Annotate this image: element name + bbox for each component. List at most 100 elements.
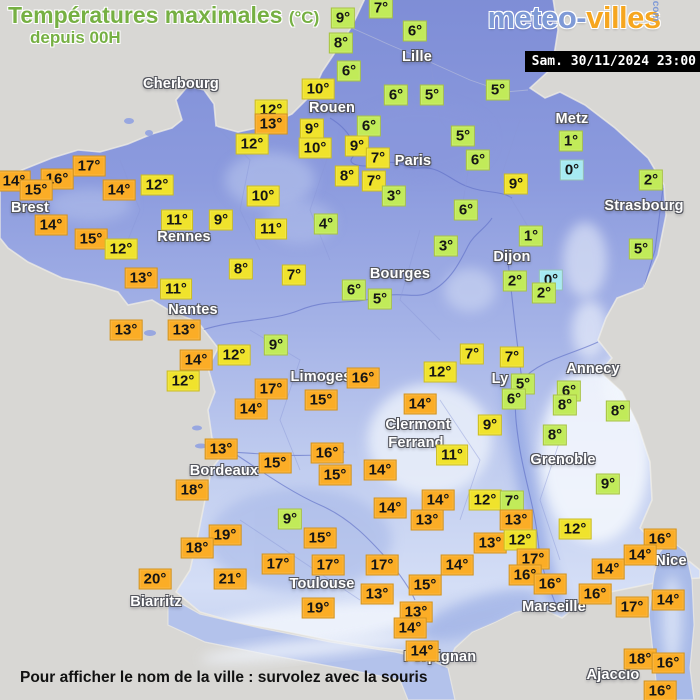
temp-label[interactable]: 7° <box>368 0 394 19</box>
temp-label[interactable]: 14° <box>623 544 657 566</box>
temp-label[interactable]: 12° <box>235 133 269 155</box>
temp-label[interactable]: 6° <box>402 20 428 42</box>
temp-label[interactable]: 6° <box>453 199 479 221</box>
temp-label[interactable]: 12° <box>140 174 174 196</box>
temp-label[interactable]: 15° <box>318 464 352 486</box>
temp-label[interactable]: 1° <box>518 225 544 247</box>
temp-label[interactable]: 16° <box>643 528 677 550</box>
temp-label[interactable]: 9° <box>503 173 529 195</box>
temp-label[interactable]: 9° <box>263 334 289 356</box>
temp-label[interactable]: 15° <box>408 574 442 596</box>
temp-label[interactable]: 7° <box>361 170 387 192</box>
temp-label[interactable]: 8° <box>334 165 360 187</box>
temp-label[interactable]: 20° <box>138 568 172 590</box>
temp-label[interactable]: 14° <box>421 489 455 511</box>
temp-label[interactable]: 13° <box>399 601 433 623</box>
temp-label[interactable]: 6° <box>341 279 367 301</box>
temp-label[interactable]: 14° <box>363 459 397 481</box>
temp-label[interactable]: 2° <box>502 270 528 292</box>
temp-label[interactable]: 14° <box>34 214 68 236</box>
temp-label[interactable]: 5° <box>367 288 393 310</box>
temp-label[interactable]: 10° <box>298 137 332 159</box>
temp-label[interactable]: 9° <box>330 7 356 29</box>
temp-label[interactable]: 13° <box>254 113 288 135</box>
temp-label[interactable]: 18° <box>175 479 209 501</box>
temp-label[interactable]: 17° <box>615 596 649 618</box>
temp-label[interactable]: 1° <box>558 130 584 152</box>
temp-label[interactable]: 12° <box>217 344 251 366</box>
temp-label[interactable]: 14° <box>393 617 427 639</box>
temp-label[interactable]: 13° <box>499 509 533 531</box>
temp-label[interactable]: 16° <box>643 680 677 700</box>
temp-label[interactable]: 12° <box>503 529 537 551</box>
temp-label[interactable]: 14° <box>373 497 407 519</box>
temp-label[interactable]: 10° <box>246 185 280 207</box>
temp-label[interactable]: 14° <box>102 179 136 201</box>
temp-label[interactable]: 5° <box>419 84 445 106</box>
temp-label[interactable]: 8° <box>228 258 254 280</box>
temp-label[interactable]: 14° <box>234 398 268 420</box>
temp-label[interactable]: 14° <box>591 558 625 580</box>
temp-label[interactable]: 7° <box>499 490 525 512</box>
temp-label[interactable]: 2° <box>531 282 557 304</box>
temp-label[interactable]: 14° <box>651 589 685 611</box>
temp-label[interactable]: 11° <box>161 209 193 231</box>
temp-label[interactable]: 13° <box>167 319 201 341</box>
temp-label[interactable]: 21° <box>213 568 247 590</box>
temp-label[interactable]: 11° <box>436 444 468 466</box>
temp-label[interactable]: 3° <box>381 185 407 207</box>
temp-label[interactable]: 0° <box>559 159 585 181</box>
temp-label[interactable]: 13° <box>109 319 143 341</box>
temp-label[interactable]: 16° <box>533 573 567 595</box>
temp-label[interactable]: 16° <box>310 442 344 464</box>
temp-label[interactable]: 6° <box>383 84 409 106</box>
temp-label[interactable]: 5° <box>628 238 654 260</box>
temp-label[interactable]: 13° <box>124 267 158 289</box>
temp-label[interactable]: 16° <box>651 652 685 674</box>
temp-label[interactable]: 15° <box>303 527 337 549</box>
temp-label[interactable]: 15° <box>304 389 338 411</box>
temp-label[interactable]: 8° <box>328 32 354 54</box>
temp-label[interactable]: 12° <box>468 489 502 511</box>
temp-label[interactable]: 9° <box>277 508 303 530</box>
meteo-villes-logo[interactable]: meteo-villes.com <box>487 0 684 36</box>
temp-label[interactable]: 8° <box>605 400 631 422</box>
temp-label[interactable]: 13° <box>360 583 394 605</box>
temp-label[interactable]: 9° <box>208 209 234 231</box>
temp-label[interactable]: 12° <box>104 238 138 260</box>
temp-label[interactable]: 10° <box>301 78 335 100</box>
temp-label[interactable]: 16° <box>346 367 380 389</box>
temp-label[interactable]: 7° <box>499 346 525 368</box>
temp-label[interactable]: 13° <box>410 509 444 531</box>
temp-label[interactable]: 8° <box>552 394 578 416</box>
temp-label[interactable]: 7° <box>365 147 391 169</box>
temp-label[interactable]: 6° <box>465 149 491 171</box>
temp-label[interactable]: 11° <box>255 218 287 240</box>
temp-label[interactable]: 13° <box>204 438 238 460</box>
temp-label[interactable]: 12° <box>558 518 592 540</box>
temp-label[interactable]: 14° <box>179 349 213 371</box>
temp-label[interactable]: 17° <box>72 155 106 177</box>
temp-label[interactable]: 14° <box>440 554 474 576</box>
temp-label[interactable]: 11° <box>160 278 192 300</box>
temp-label[interactable]: 17° <box>261 553 295 575</box>
temp-label[interactable]: 15° <box>258 452 292 474</box>
temp-label[interactable]: 14° <box>403 393 437 415</box>
temp-label[interactable]: 19° <box>208 524 242 546</box>
temp-label[interactable]: 18° <box>180 537 214 559</box>
temp-label[interactable]: 15° <box>19 179 53 201</box>
temp-label[interactable]: 7° <box>459 343 485 365</box>
temp-label[interactable]: 4° <box>313 213 339 235</box>
temp-label[interactable]: 17° <box>254 378 288 400</box>
temp-label[interactable]: 15° <box>74 228 108 250</box>
temp-label[interactable]: 12° <box>423 361 457 383</box>
temp-label[interactable]: 8° <box>542 424 568 446</box>
temp-label[interactable]: 17° <box>311 554 345 576</box>
temp-label[interactable]: 5° <box>450 125 476 147</box>
temp-label[interactable]: 9° <box>477 414 503 436</box>
temp-label[interactable]: 6° <box>356 115 382 137</box>
temp-label[interactable]: 5° <box>485 79 511 101</box>
temp-label[interactable]: 7° <box>281 264 307 286</box>
temp-label[interactable]: 6° <box>336 60 362 82</box>
temp-label[interactable]: 2° <box>638 169 664 191</box>
